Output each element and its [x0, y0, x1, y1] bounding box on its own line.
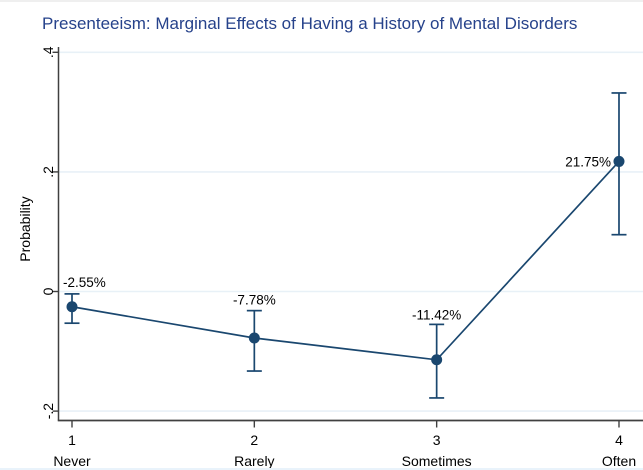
data-point-label: -2.55%: [63, 275, 106, 290]
x-tick-label: 2: [250, 432, 258, 448]
data-point-label: -7.78%: [233, 293, 276, 308]
chart-title: Presenteeism: Marginal Effects of Having…: [42, 14, 578, 33]
data-point-marker: [66, 301, 78, 313]
data-point-label: -11.42%: [412, 307, 461, 322]
data-point-marker: [431, 354, 443, 366]
x-category-label: Often: [602, 453, 636, 469]
x-category-label: Sometimes: [402, 453, 472, 469]
data-point-label: 21.75%: [565, 154, 611, 169]
data-point-marker: [248, 332, 260, 344]
y-tick-label: -.2: [40, 403, 56, 420]
x-category-label: Never: [53, 453, 91, 469]
x-tick-label: 3: [433, 432, 441, 448]
x-tick-label: 4: [615, 432, 623, 448]
y-axis-title: Probability: [17, 196, 33, 261]
y-tick-label: 0: [40, 287, 56, 295]
y-tick-label: .2: [40, 166, 56, 178]
x-tick-label: 1: [68, 432, 76, 448]
x-category-label: Rarely: [234, 453, 274, 469]
series-line: [71, 160, 620, 361]
data-point-marker: [613, 155, 625, 167]
y-tick-label: .4: [40, 46, 56, 58]
